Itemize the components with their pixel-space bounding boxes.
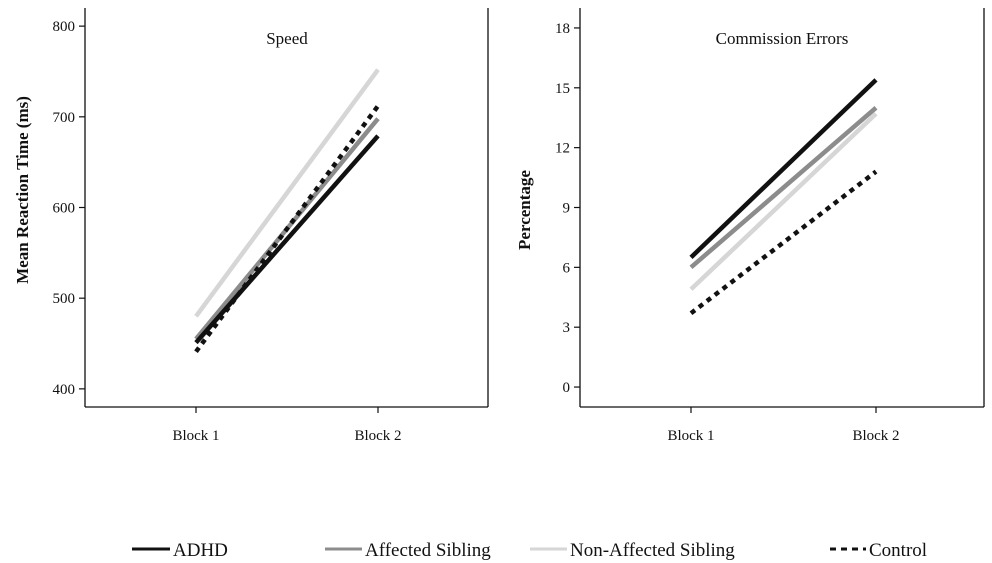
y-axis-title: Percentage (515, 170, 534, 250)
x-tick-label: Block 2 (852, 428, 899, 444)
y-tick-label: 6 (563, 260, 571, 276)
y-tick-label: 500 (53, 291, 76, 307)
legend-label-non-affected-sibling: Non-Affected Sibling (570, 540, 735, 561)
legend: ADHD Affected Sibling Non-Affected Sibling… (132, 540, 927, 561)
commission-errors-panel: 0 3 6 9 12 15 18 Block 1 Block 2 Commission Error… (515, 8, 985, 444)
y-tick-label: 15 (555, 81, 570, 97)
panel-title: Speed (266, 29, 308, 48)
series-line-control (194, 104, 380, 354)
legend-label-adhd: ADHD (173, 540, 228, 561)
y-tick-label: 0 (563, 380, 571, 396)
x-tick-label: Block 1 (172, 428, 219, 444)
series-line-adhd (689, 78, 878, 259)
series-line-non-affected-sibling (194, 68, 380, 318)
y-tick-label: 600 (53, 201, 76, 217)
y-tick-label: 400 (53, 382, 76, 398)
x-tick-label: Block 2 (354, 428, 401, 444)
x-tick-label: Block 1 (667, 428, 714, 444)
legend-label-affected-sibling: Affected Sibling (365, 540, 491, 561)
y-tick-label: 18 (555, 21, 570, 37)
panel-title: Commission Errors (716, 29, 849, 48)
y-tick-label: 3 (563, 320, 571, 336)
legend-label-control: Control (869, 540, 927, 561)
speed-panel: 400 500 600 700 800 Block 1 Block 2 Speed Mean R… (13, 8, 489, 444)
y-axis-title: Mean Reaction Time (ms) (13, 96, 32, 284)
y-tick-label: 9 (563, 201, 571, 217)
series-line-non-affected-sibling (689, 112, 878, 291)
series-line-affected-sibling (689, 106, 878, 270)
y-tick-label: 800 (53, 19, 76, 35)
series-line-control (689, 169, 878, 316)
y-tick-label: 700 (53, 110, 76, 126)
y-tick-label: 12 (555, 141, 570, 157)
series-line-adhd (194, 134, 380, 345)
